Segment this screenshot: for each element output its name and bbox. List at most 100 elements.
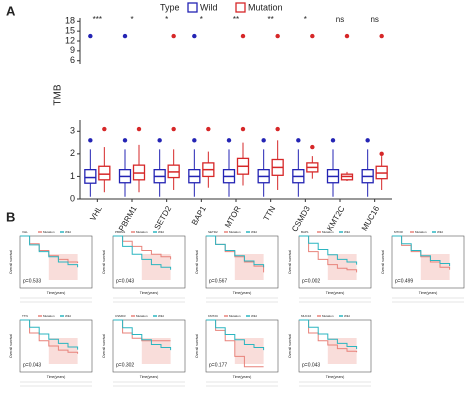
survival-curve xyxy=(20,235,79,268)
y-axis-label: TMB xyxy=(53,84,64,105)
km-title: CSMD3 xyxy=(115,314,126,318)
survival-curve xyxy=(392,235,451,270)
outlier xyxy=(240,126,246,132)
outlier xyxy=(310,144,315,150)
legend-label: Mutation xyxy=(248,2,283,12)
x-tick-label: SETD2 xyxy=(153,204,174,231)
plot-frame xyxy=(112,235,186,289)
legend-label: Wild xyxy=(251,314,257,318)
km-title: KMT2C xyxy=(208,314,219,318)
plot-frame xyxy=(205,235,279,289)
y-axis-label: Overall survival xyxy=(195,250,199,274)
outlier xyxy=(379,33,384,39)
outlier xyxy=(88,33,93,39)
outlier xyxy=(192,33,197,39)
x-axis-label: Time(years) xyxy=(47,291,66,295)
p-value: p=0.533 xyxy=(23,278,41,284)
survival-curve xyxy=(20,319,79,350)
ci-band xyxy=(234,254,264,280)
legend-label: Wild xyxy=(344,314,350,318)
legend-label: Wild xyxy=(437,230,443,234)
km-title: MTOR xyxy=(394,230,404,234)
legend-title: Type xyxy=(160,2,180,12)
x-tick-label: BAP1 xyxy=(190,204,208,227)
p-value: p=0.499 xyxy=(395,278,413,284)
p-value: p=0.043 xyxy=(23,362,41,368)
x-axis-label: Time(years) xyxy=(326,375,345,379)
survival-curve xyxy=(206,319,265,351)
ci-band xyxy=(141,338,171,364)
km-title: SETD2 xyxy=(208,230,218,234)
ci-band xyxy=(48,254,78,280)
ci-band xyxy=(48,338,78,364)
significance: * xyxy=(130,15,133,24)
significance: ** xyxy=(233,15,239,24)
survival-curve xyxy=(392,235,451,267)
outlier xyxy=(275,126,280,132)
y-tick-label: 6 xyxy=(70,55,75,65)
legend-label: Wild xyxy=(158,230,164,234)
survival-curve xyxy=(113,235,172,270)
box xyxy=(84,169,97,184)
panel-label: B xyxy=(6,209,15,224)
outlier xyxy=(88,138,93,143)
outlier xyxy=(261,138,266,143)
outlier xyxy=(206,126,211,132)
plot-frame xyxy=(112,319,186,373)
outlier xyxy=(344,33,350,39)
y-tick-label: 18 xyxy=(65,16,75,26)
x-axis-label: Time(years) xyxy=(326,291,345,295)
legend-label: Mutation xyxy=(43,230,55,234)
x-tick-label: MTOR xyxy=(223,204,243,229)
outlier xyxy=(240,33,246,39)
legend-label: Wild xyxy=(65,314,71,318)
outlier xyxy=(379,151,384,157)
outlier xyxy=(157,138,162,143)
significance: * xyxy=(165,15,168,24)
significance: ** xyxy=(268,15,274,24)
x-tick-label: KMT2C xyxy=(325,204,346,232)
x-tick-label: VHL xyxy=(88,204,104,222)
outlier xyxy=(171,33,176,39)
significance: * xyxy=(200,15,203,24)
y-tick-label: 1 xyxy=(70,171,75,181)
p-value: p=0.567 xyxy=(209,278,227,284)
legend-label: Wild xyxy=(251,230,257,234)
y-axis-label: Overall survival xyxy=(381,250,385,274)
legend-swatch xyxy=(235,2,246,13)
survival-curve xyxy=(299,235,358,273)
y-tick-label: 2 xyxy=(70,148,75,158)
x-tick-label: TTN xyxy=(262,204,278,222)
plot-frame xyxy=(298,235,372,289)
legend-label: Mutation xyxy=(43,314,55,318)
survival-curve xyxy=(20,319,79,354)
survival-curve xyxy=(206,235,265,268)
y-tick-label: 3 xyxy=(70,126,75,136)
y-tick-label: 0 xyxy=(70,193,75,203)
outlier xyxy=(275,33,280,39)
significance: *** xyxy=(93,15,102,24)
p-value: p=0.302 xyxy=(116,362,134,368)
legend-label: Mutation xyxy=(136,230,148,234)
ci-band xyxy=(234,338,264,364)
outlier xyxy=(296,138,301,143)
outlier xyxy=(192,138,197,143)
legend-label: Wild xyxy=(65,230,71,234)
outlier xyxy=(171,126,176,132)
legend-label: Wild xyxy=(158,314,164,318)
km-title: VHL xyxy=(22,230,28,234)
x-tick-label: PBRM1 xyxy=(117,204,139,233)
plot-frame xyxy=(205,319,279,373)
outlier xyxy=(136,126,142,132)
significance: ns xyxy=(336,15,344,24)
outlier xyxy=(365,138,370,143)
legend-swatch xyxy=(187,2,198,13)
legend-label: Mutation xyxy=(415,230,427,234)
significance: * xyxy=(304,15,307,24)
x-axis-label: Time(years) xyxy=(47,375,66,379)
y-axis-label: Overall survival xyxy=(9,334,13,358)
y-tick-label: 9 xyxy=(70,45,75,55)
outlier xyxy=(102,126,107,132)
plot-frame xyxy=(391,235,465,289)
ci-band xyxy=(327,254,357,280)
